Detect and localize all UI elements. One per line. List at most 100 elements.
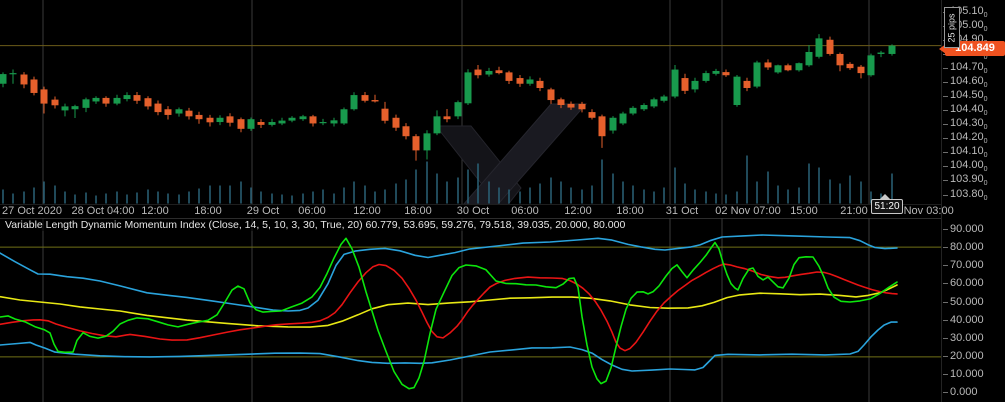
axis-label: 104.600 xyxy=(950,75,988,90)
time-axis-label: 03 Nov 03:00 xyxy=(888,205,954,217)
candle xyxy=(691,77,699,93)
candle xyxy=(371,94,379,103)
volume-bar xyxy=(457,177,459,204)
candle xyxy=(319,118,327,126)
volume-bar xyxy=(498,187,500,204)
candle xyxy=(340,107,348,125)
volume-bar xyxy=(674,167,676,204)
candle xyxy=(226,113,234,127)
candle xyxy=(40,86,48,114)
volume-bar xyxy=(271,193,273,204)
candle xyxy=(433,110,441,136)
volume-bar xyxy=(756,181,758,204)
indicator-line-lower-band xyxy=(0,321,898,372)
candle xyxy=(464,69,472,106)
volume-bar xyxy=(43,181,45,204)
axis-tick-icon xyxy=(943,68,948,70)
axis-label: 40.000 xyxy=(950,313,984,326)
candle xyxy=(299,114,307,121)
volume-bar xyxy=(312,191,314,204)
candle xyxy=(71,104,79,119)
candle xyxy=(185,107,193,120)
candle xyxy=(61,103,69,117)
axis-label: 104.100 xyxy=(950,145,988,160)
volume-bar xyxy=(384,189,386,204)
axis-label: 80.000 xyxy=(950,241,984,254)
time-axis-label: 12:00 xyxy=(564,205,592,217)
volume-bar xyxy=(436,173,438,204)
volume-bar xyxy=(147,189,149,204)
volume-bar xyxy=(229,185,231,204)
volume-bar xyxy=(167,193,169,204)
time-axis[interactable]: 27 Oct 2020 28 Oct 04:00 12:00 18:00 29 Oct 0… xyxy=(0,204,954,218)
candle xyxy=(598,114,606,148)
volume-bar xyxy=(777,185,779,204)
volume-bar xyxy=(260,191,262,204)
candle xyxy=(257,119,265,128)
time-axis-label: 31 Oct xyxy=(665,205,699,217)
volume-bar xyxy=(157,191,159,204)
volume-bar xyxy=(395,183,397,204)
price-axis[interactable]: 105.100105.000104.900104.800104.700104.6… xyxy=(941,0,1005,402)
candle xyxy=(774,64,782,74)
axis-label: 60.000 xyxy=(950,277,984,290)
candle xyxy=(743,77,751,92)
indicator-title[interactable]: Variable Length Dynamic Momentum Index (… xyxy=(3,219,628,231)
axis-label: 104.000 xyxy=(950,159,988,174)
axis-tick-icon xyxy=(943,356,948,358)
volume-bar xyxy=(95,195,97,204)
time-axis-label: 21:00 xyxy=(840,205,868,217)
candle xyxy=(485,67,493,77)
candle xyxy=(650,97,658,109)
price-chart-canvas[interactable] xyxy=(0,0,941,204)
volume-bar xyxy=(281,194,283,204)
indicator-line-vldmi xyxy=(0,237,898,390)
pips-text: 25 pips xyxy=(947,12,957,43)
volume-bar xyxy=(405,179,407,204)
candle xyxy=(278,117,286,126)
price-badge-notch-icon xyxy=(939,44,946,54)
indicator-panel-separator[interactable] xyxy=(0,218,941,219)
candle xyxy=(764,59,772,70)
candle xyxy=(309,114,317,127)
time-axis-label: 06:00 xyxy=(298,205,326,217)
candle xyxy=(712,68,720,76)
volume-bar xyxy=(581,189,583,204)
candle xyxy=(82,97,90,113)
indicator-line-upper-band xyxy=(0,234,898,312)
candle xyxy=(381,101,389,124)
volume-bar xyxy=(612,173,614,204)
candle xyxy=(795,62,803,72)
candle xyxy=(702,70,710,83)
candle xyxy=(247,117,255,131)
indicator-chart-canvas[interactable] xyxy=(0,218,941,402)
axis-tick-icon xyxy=(943,301,948,303)
candle xyxy=(681,73,689,94)
axis-label: 0.000 xyxy=(950,386,978,399)
volume-bar xyxy=(508,189,510,204)
volume-bar xyxy=(519,191,521,204)
indicator-line-smoothed xyxy=(0,263,898,352)
candle xyxy=(402,123,410,140)
axis-label: 103.900 xyxy=(950,173,988,188)
volume-bar xyxy=(643,189,645,204)
candle xyxy=(495,66,503,75)
time-axis-label: 28 Oct 04:00 xyxy=(71,205,135,217)
volume-bar xyxy=(74,194,76,204)
candle xyxy=(20,72,28,89)
volume-bar xyxy=(694,189,696,204)
volume-bar xyxy=(560,181,562,204)
candle xyxy=(175,107,183,117)
candle xyxy=(423,130,431,160)
current-price-badge: 104.849 xyxy=(945,41,1005,56)
volume-bar xyxy=(446,181,448,204)
volume-bar xyxy=(736,191,738,204)
volume-bar xyxy=(467,169,469,204)
candle xyxy=(526,76,534,86)
volume-bar xyxy=(126,194,128,204)
axis-label: 20.000 xyxy=(950,350,984,363)
candle xyxy=(619,111,627,126)
volume-bar xyxy=(2,189,4,204)
axis-tick-icon xyxy=(943,392,948,394)
